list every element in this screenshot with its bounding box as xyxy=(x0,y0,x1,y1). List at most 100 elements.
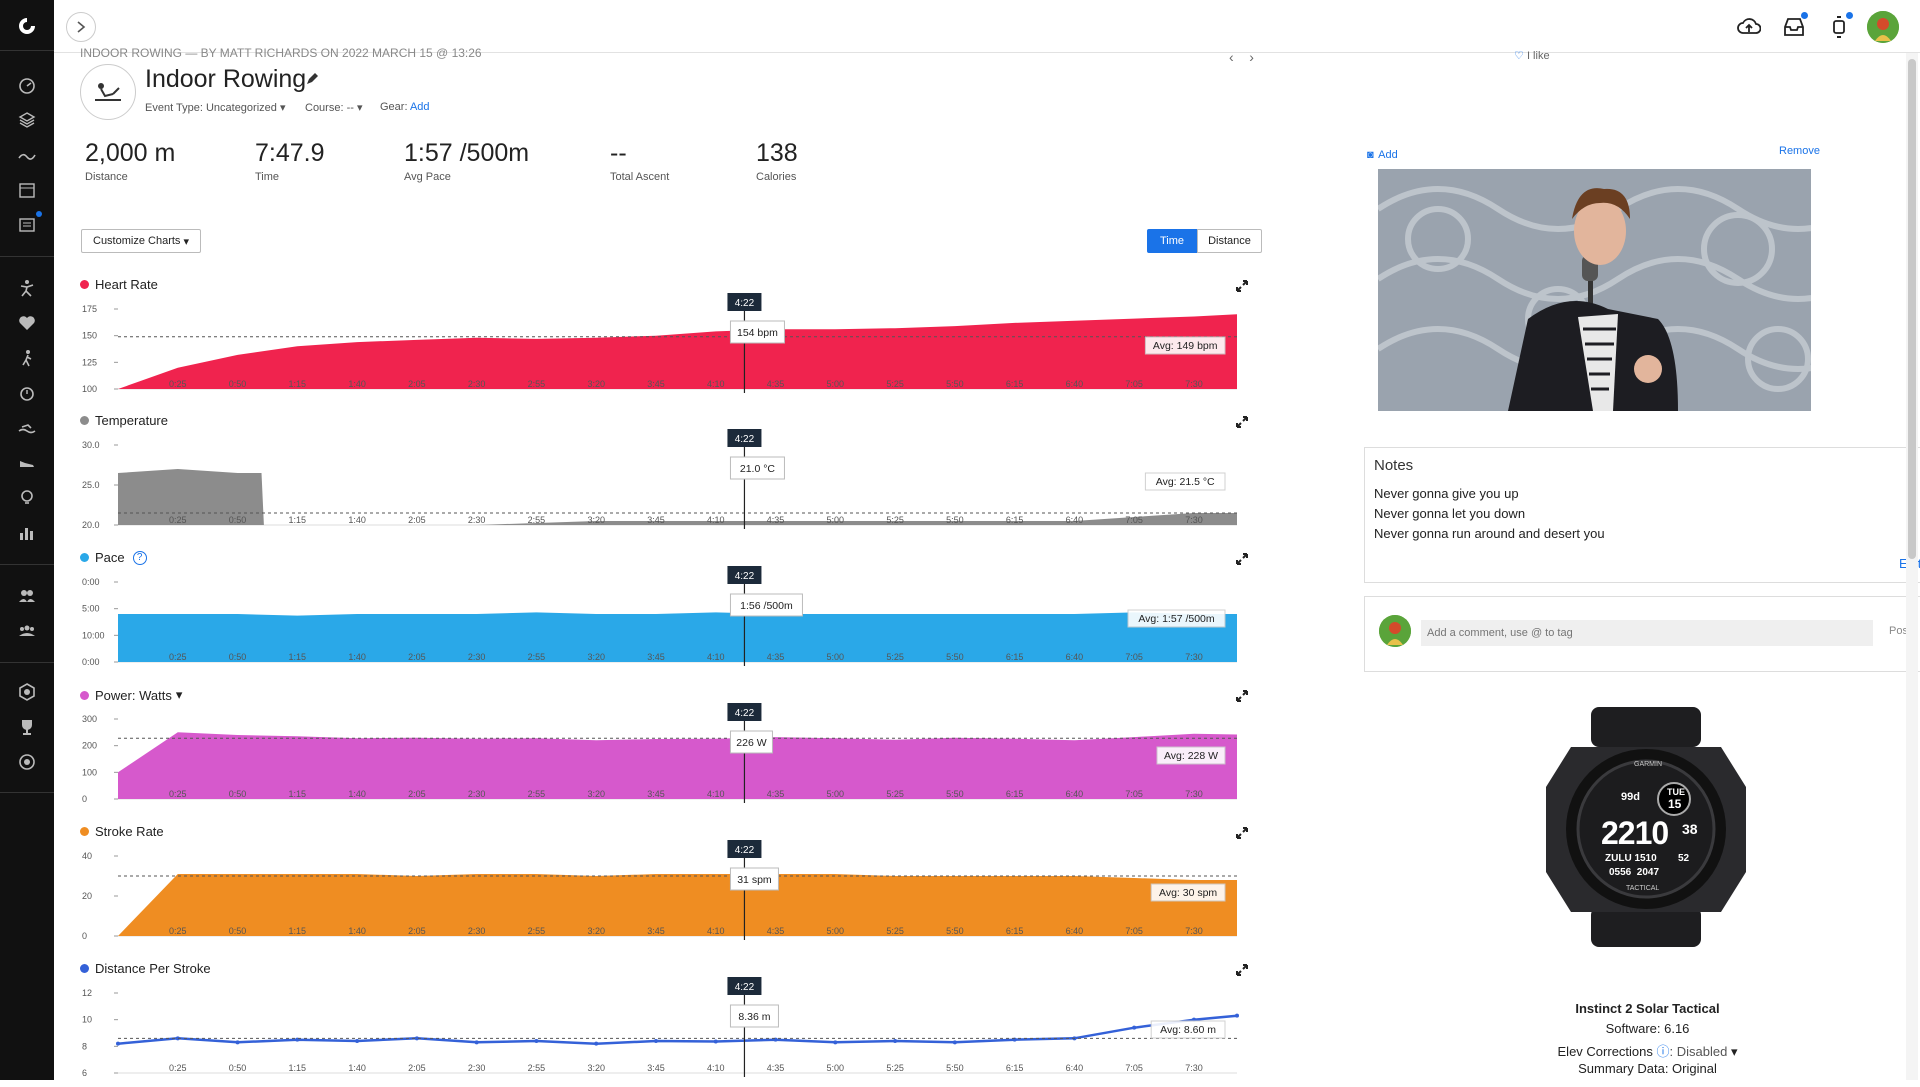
metric-dropdown-caret[interactable]: ▾ xyxy=(175,687,183,702)
x-tick-label: 4:35 xyxy=(767,789,785,799)
trophy-icon[interactable] xyxy=(15,715,39,739)
x-tick-label: 2:55 xyxy=(528,1063,546,1073)
page-title: Indoor Rowing xyxy=(145,65,307,93)
chart-wave-icon[interactable] xyxy=(15,144,39,168)
logo-icon[interactable] xyxy=(15,14,39,38)
watch-device-icon[interactable] xyxy=(1825,12,1853,41)
user-avatar[interactable] xyxy=(1867,11,1899,43)
lightbulb-icon[interactable] xyxy=(15,486,39,510)
series-dot xyxy=(80,827,89,836)
x-tick-label: 0:50 xyxy=(229,926,247,936)
groups-icon[interactable] xyxy=(15,619,39,643)
x-tick-label: 1:40 xyxy=(348,789,366,799)
data-point xyxy=(594,1041,599,1046)
top-bar xyxy=(54,0,1920,53)
data-point xyxy=(534,1039,539,1043)
course-dropdown[interactable]: Course: -- ▾ xyxy=(305,102,363,114)
activity-runner-icon[interactable] xyxy=(15,276,39,300)
edit-title-pencil-icon[interactable] xyxy=(306,72,318,90)
activity-photo[interactable] xyxy=(1378,169,1811,411)
dashboard-icon[interactable] xyxy=(15,74,39,98)
layers-icon[interactable] xyxy=(15,108,39,132)
walking-icon[interactable] xyxy=(15,346,39,370)
x-tick-label: 2:55 xyxy=(528,379,546,389)
cursor-time-label: 4:22 xyxy=(735,434,755,445)
y-tick-label: 6 xyxy=(82,1068,87,1078)
cursor-time-label: 4:22 xyxy=(735,298,755,309)
y-tick-label: 100 xyxy=(82,384,97,394)
x-tick-label: 2:30 xyxy=(468,379,486,389)
target-icon[interactable] xyxy=(15,750,39,774)
reports-icon[interactable] xyxy=(15,211,42,237)
expand-chart-icon[interactable] xyxy=(1235,279,1249,293)
y-tick-label: 100 xyxy=(82,767,97,777)
series-dot xyxy=(80,553,89,562)
watch-brand-text: GARMIN xyxy=(1634,761,1662,768)
post-comment-button[interactable]: Post xyxy=(1889,625,1912,637)
x-tick-label: 2:55 xyxy=(528,652,546,662)
bar-chart-icon[interactable] xyxy=(15,521,39,545)
gear-add-link[interactable]: Add xyxy=(409,101,430,113)
avg-label-box xyxy=(1156,746,1226,765)
x-tick-label: 3:20 xyxy=(587,789,605,799)
like-button[interactable]: ♡ I like xyxy=(1514,50,1550,62)
x-tick-label: 5:00 xyxy=(827,379,845,389)
chart-title-text: Heart Rate xyxy=(95,277,158,292)
note-line: Never gonna run around and desert you xyxy=(1374,526,1605,541)
calendar-icon[interactable] xyxy=(15,178,39,202)
data-point xyxy=(893,1039,898,1043)
stopwatch-icon[interactable] xyxy=(15,381,39,405)
x-tick-label: 7:05 xyxy=(1125,652,1143,662)
x-tick-label: 5:00 xyxy=(827,515,845,525)
x-tick-label: 7:30 xyxy=(1185,926,1203,936)
upload-cloud-icon[interactable] xyxy=(1735,13,1763,41)
x-tick-label: 1:40 xyxy=(348,379,366,389)
scrollbar-thumb[interactable] xyxy=(1908,59,1916,559)
prev-next-arrows[interactable]: ‹ › xyxy=(1229,49,1254,65)
sidebar-toggle-button[interactable] xyxy=(66,12,96,42)
avg-label-box xyxy=(1150,883,1226,902)
time-toggle-button[interactable]: Time xyxy=(1147,229,1197,253)
x-tick-label: 2:30 xyxy=(468,789,486,799)
y-tick-label: 20.0 xyxy=(82,520,100,530)
y-tick-label: 20 xyxy=(82,891,92,901)
x-tick-label: 5:50 xyxy=(946,652,964,662)
expand-chart-icon[interactable] xyxy=(1235,826,1249,840)
x-tick-label: 3:45 xyxy=(647,379,665,389)
x-tick-label: 4:10 xyxy=(707,515,725,525)
page-scrollbar[interactable] xyxy=(1906,53,1918,1080)
inbox-icon[interactable] xyxy=(1780,12,1808,41)
x-tick-label: 5:50 xyxy=(946,926,964,936)
x-tick-label: 4:35 xyxy=(767,652,785,662)
avg-label: Avg: 1:57 /500m xyxy=(1138,613,1215,625)
breadcrumb[interactable]: INDOOR ROWING — BY MATT RICHARDS ON 2022… xyxy=(80,46,482,60)
photo-remove-link[interactable]: Remove xyxy=(1779,145,1820,157)
y-tick-label: 175 xyxy=(82,304,97,314)
x-tick-label: 1:15 xyxy=(289,652,307,662)
help-icon[interactable]: ? xyxy=(132,550,147,565)
customize-charts-button[interactable]: Customize Charts ▾ xyxy=(81,229,201,253)
notes-panel: Notes Never gonna give you up Never gonn… xyxy=(1364,447,1920,583)
stat-distance: 2,000 m Distance xyxy=(85,139,176,183)
expand-chart-icon[interactable] xyxy=(1235,552,1249,566)
heart-icon[interactable] xyxy=(15,311,39,335)
series-area-temp xyxy=(118,469,1237,525)
distance-toggle-button[interactable]: Distance xyxy=(1197,229,1262,253)
event-type-dropdown[interactable]: Event Type: Uncategorized ▾ xyxy=(145,102,286,114)
x-tick-label: 6:40 xyxy=(1066,926,1084,936)
users-icon[interactable] xyxy=(15,584,39,608)
comment-input[interactable] xyxy=(1421,620,1873,646)
expand-chart-icon[interactable] xyxy=(1235,415,1249,429)
swim-icon[interactable] xyxy=(15,416,39,440)
expand-chart-icon[interactable] xyxy=(1235,689,1249,703)
series-dot xyxy=(80,690,89,700)
x-tick-label: 3:20 xyxy=(587,652,605,662)
avg-label-box xyxy=(1144,472,1226,491)
badge-icon[interactable] xyxy=(15,680,39,704)
elev-corrections[interactable]: Elev Corrections ⓘ: Disabled ▾ xyxy=(1557,1044,1738,1059)
photo-add-link[interactable]: ◙ Add xyxy=(1367,149,1398,161)
shoe-icon[interactable] xyxy=(15,451,39,475)
series-area-power xyxy=(118,732,1237,799)
help-icon[interactable]: ⓘ xyxy=(1656,1044,1670,1059)
expand-chart-icon[interactable] xyxy=(1235,963,1249,977)
